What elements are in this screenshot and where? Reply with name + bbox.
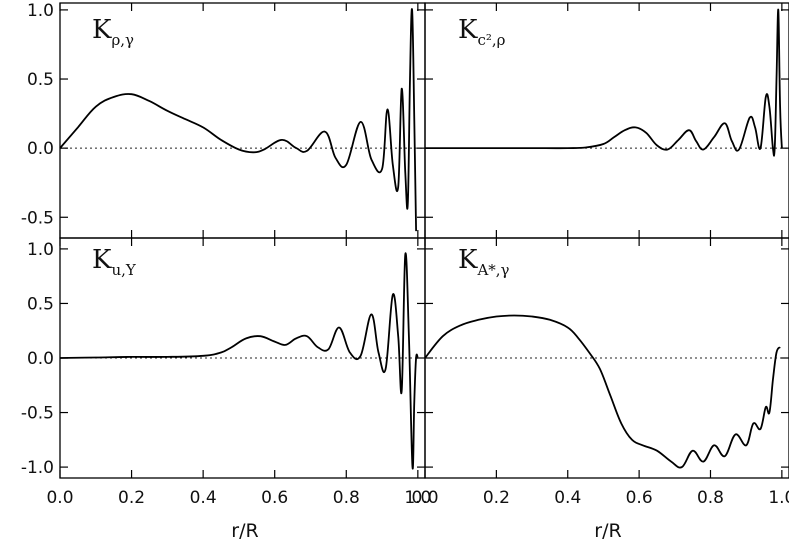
x-tick-label: 1.0 <box>768 488 789 508</box>
y-tick-label: -0.5 <box>21 208 54 228</box>
x-tick-label: 0.4 <box>554 488 581 508</box>
y-tick-label: -1.0 <box>21 458 54 478</box>
x-tick-label: 0.0 <box>411 488 438 508</box>
y-tick-label: 0.5 <box>27 70 54 90</box>
panel-bottom-left: 1.0 0.5 0.0 -0.5 -1.0 0.0 0.2 0.4 0.6 0.8 1.0 <box>21 237 431 508</box>
x-tick-label: 1.0 <box>404 488 431 508</box>
kernel-curve-top-right <box>424 8 783 157</box>
panel-label-top-right: Kc²,ρ <box>458 15 506 49</box>
y-tick-label: 0.5 <box>27 294 54 314</box>
x-axis-title-left: r/R <box>231 520 258 542</box>
x-tick-label: 0.6 <box>626 488 653 508</box>
x-tick-label: 0.6 <box>261 488 288 508</box>
y-tick-label: 1.0 <box>27 1 54 21</box>
panel-labels: Kρ,γ Kc²,ρ Ku,Y KA*,γ <box>92 15 510 279</box>
x-tick-label: 0.2 <box>118 488 145 508</box>
y-tick-label: 0.0 <box>27 349 54 369</box>
x-tick-label: 0.8 <box>697 488 724 508</box>
y-tick-label: 0.0 <box>27 139 54 159</box>
x-tick-label: 0.2 <box>483 488 510 508</box>
panel-label-bottom-left: Ku,Y <box>92 245 137 279</box>
kernel-curve-top-left <box>59 8 417 232</box>
panels-group: 1.00.50.0-0.51.00.50.0-0.5-1.00.0 0.2 0.4 0… <box>21 1 789 508</box>
x-tick-label: 0.0 <box>46 488 73 508</box>
kernel-curve-bottom-right <box>424 314 781 469</box>
x-tick-label: 0.8 <box>333 488 360 508</box>
kernel-curve-bottom-left <box>59 252 419 470</box>
panel-label-bottom-right: KA*,γ <box>458 245 510 279</box>
panel-label-top-left: Kρ,γ <box>92 15 134 49</box>
y-tick-label: -0.5 <box>21 404 54 424</box>
x-tick-label: 0.4 <box>190 488 217 508</box>
panel-top-left: 1.0 0.5 0.0 -0.5 <box>21 1 426 239</box>
y-tick-label: 1.0 <box>27 240 54 260</box>
x-axis-title-right: r/R <box>594 520 621 542</box>
panel-bottom-right: 0.0 0.2 0.4 0.6 0.8 1.0 <box>411 237 789 508</box>
